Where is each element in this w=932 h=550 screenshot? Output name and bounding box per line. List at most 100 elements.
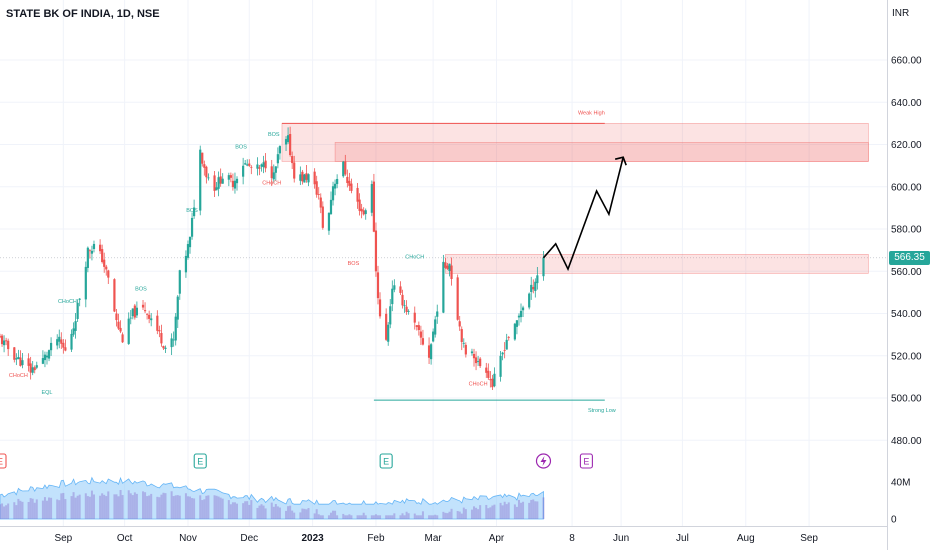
candle-body — [15, 358, 18, 360]
volume-bar — [231, 502, 234, 519]
candle-body — [319, 197, 322, 208]
candle-body — [0, 335, 4, 345]
candle-body — [489, 379, 492, 381]
candle-body — [35, 365, 38, 368]
candle-body — [530, 284, 533, 293]
x-tick-label: Aug — [737, 533, 755, 544]
earnings-icon — [379, 453, 393, 469]
candle-body — [342, 161, 345, 177]
volume-bar — [513, 504, 516, 519]
candle-body — [389, 306, 392, 325]
volume-bar — [413, 513, 416, 519]
candle-body — [174, 316, 177, 341]
candle-body — [513, 323, 516, 340]
candle-body — [407, 310, 410, 312]
candle-body — [372, 181, 375, 232]
volume-bar — [379, 515, 382, 519]
candle-body — [72, 328, 75, 335]
volume-bar — [19, 500, 22, 519]
candle-body — [470, 351, 474, 354]
candle-body — [150, 318, 153, 321]
supply-zone — [334, 142, 869, 162]
volume-bar — [27, 501, 30, 519]
candle-body — [113, 279, 116, 312]
candle-body — [385, 313, 388, 340]
volume-bar — [285, 510, 288, 519]
candle-body — [219, 176, 222, 184]
candle-body — [164, 347, 167, 349]
volume-bar — [417, 515, 420, 519]
candle-body — [405, 306, 408, 312]
candle-body — [156, 315, 159, 331]
structure-label: CHoCH — [262, 181, 281, 187]
candle-body — [434, 319, 437, 335]
volume-bar — [276, 506, 279, 519]
candle-body — [41, 358, 45, 364]
volume-bar — [501, 505, 504, 519]
candle-body — [442, 261, 445, 313]
candle-body — [436, 311, 439, 317]
candle-body — [162, 345, 165, 349]
candle-body — [515, 320, 519, 327]
volume-bar — [534, 501, 537, 519]
volume-bar — [522, 501, 525, 519]
x-tick-label: Apr — [489, 533, 505, 544]
volume-bar — [50, 497, 53, 519]
supply-zone — [445, 254, 869, 274]
volume-bar — [191, 498, 194, 519]
volume-bar — [460, 513, 463, 519]
volume-bar — [389, 515, 392, 519]
candle-body — [274, 166, 277, 173]
last-price-tag: 566.35 — [889, 251, 930, 265]
volume-bar — [135, 493, 138, 519]
candle-body — [464, 344, 467, 355]
zone-label: Weak High — [578, 110, 605, 116]
candle-body — [286, 135, 290, 143]
volume-bar — [13, 502, 16, 519]
candle-body — [413, 312, 416, 323]
candle-body — [186, 244, 190, 258]
candle-body — [356, 187, 359, 202]
volume-bar — [364, 515, 367, 519]
x-tick-label: Feb — [367, 533, 385, 544]
volume-bar — [45, 500, 48, 519]
candle-body — [242, 165, 245, 177]
earnings-icon-letter: E — [383, 457, 389, 467]
price-axis-separator — [887, 0, 888, 550]
volume-bar — [233, 502, 236, 519]
candle-body — [229, 175, 232, 178]
candle-body — [327, 212, 331, 231]
candle-body — [135, 307, 138, 316]
volume-pane: 40M 0 — [0, 476, 910, 526]
candle-body — [485, 367, 488, 373]
candle-body — [27, 358, 30, 366]
volume-bar — [244, 501, 247, 519]
candle-body — [188, 236, 192, 248]
volume-bar — [493, 504, 496, 519]
volume-bar — [21, 501, 24, 519]
y-tick-label: 500.00 — [891, 394, 922, 405]
y-tick-label: 580.00 — [891, 225, 922, 236]
volume-bar — [376, 515, 379, 519]
candle-body — [403, 305, 406, 307]
candles — [0, 126, 545, 391]
candle-body — [21, 360, 24, 366]
volume-bar — [442, 511, 445, 519]
volume-bar — [217, 496, 220, 519]
candle-body — [542, 257, 545, 277]
event-markers: EEEE — [0, 453, 593, 469]
structure-label: BOS — [135, 286, 147, 292]
candle-body — [350, 183, 353, 191]
volume-bar — [430, 515, 433, 519]
volume-bar — [199, 495, 202, 519]
candle-body — [60, 339, 63, 344]
volume-bar — [317, 514, 320, 519]
candle-body — [272, 172, 275, 180]
structure-label: BOS — [268, 132, 280, 138]
volume-bar — [315, 509, 318, 519]
volume-bar — [160, 494, 163, 519]
candle-body — [49, 342, 53, 351]
volume-bar — [92, 494, 95, 519]
candle-body — [262, 162, 265, 168]
